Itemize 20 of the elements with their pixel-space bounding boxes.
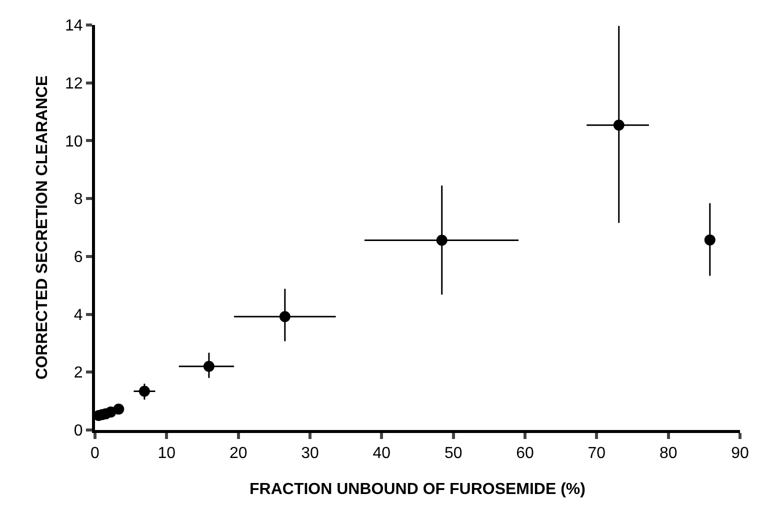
x-tick-label: 30 [301, 445, 319, 462]
x-tick-label: 80 [659, 445, 678, 462]
x-tick-label: 90 [731, 445, 749, 462]
x-tick-label: 40 [372, 445, 391, 462]
x-axis-title: FRACTION UNBOUND OF FUROSEMIDE (%) [250, 480, 586, 498]
y-tick-label: 2 [74, 364, 83, 382]
x-tick-label: 0 [90, 445, 100, 462]
y-tick-label: 0 [74, 422, 83, 440]
x-tick-label: 10 [158, 445, 176, 462]
y-tick-label: 8 [74, 191, 83, 208]
y-tick-label: 12 [65, 75, 83, 92]
y-axis-title: CORRECTED SECRETION CLEARANCE [34, 75, 51, 380]
x-tick-label: 50 [444, 445, 462, 462]
x-tick-label: 20 [229, 445, 248, 462]
x-tick-label: 70 [588, 445, 606, 462]
x-tick-label: 60 [516, 445, 534, 462]
y-tick-label: 6 [74, 249, 83, 266]
y-tick-label: 4 [74, 306, 83, 324]
y-tick-label: 10 [65, 133, 83, 150]
y-tick-label: 14 [65, 18, 83, 35]
